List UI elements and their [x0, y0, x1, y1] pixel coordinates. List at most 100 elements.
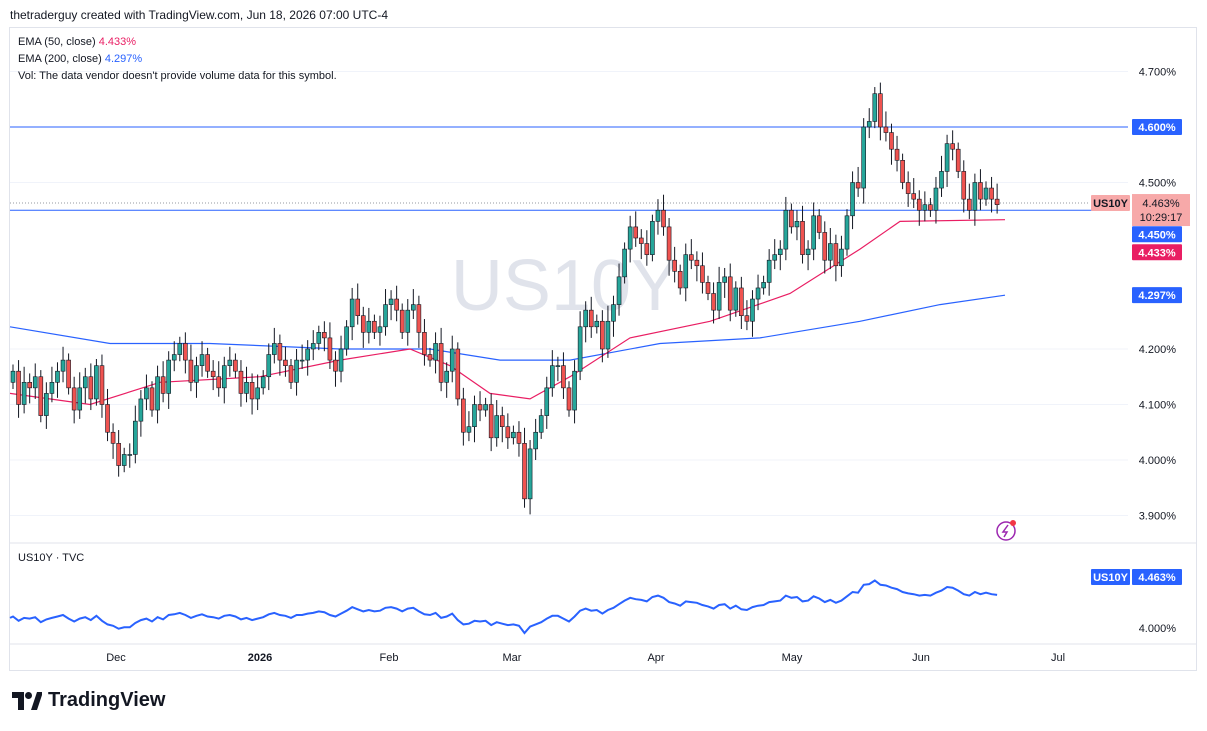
candle[interactable]: [711, 282, 716, 324]
candle[interactable]: [600, 310, 605, 363]
candle[interactable]: [77, 372, 83, 419]
candle[interactable]: [972, 173, 978, 226]
candle[interactable]: [989, 176, 994, 213]
candle[interactable]: [10, 364, 16, 389]
candle[interactable]: [188, 344, 194, 392]
candle[interactable]: [305, 340, 310, 376]
candle[interactable]: [444, 362, 449, 398]
candle[interactable]: [983, 181, 989, 206]
candle[interactable]: [405, 299, 411, 346]
candle[interactable]: [978, 169, 983, 211]
candle[interactable]: [533, 418, 538, 460]
candle[interactable]: [744, 300, 750, 331]
alert-icon[interactable]: [996, 520, 1016, 541]
ema200-line[interactable]: [9, 294, 1006, 361]
candle[interactable]: [805, 240, 811, 271]
candle[interactable]: [94, 358, 99, 406]
candle[interactable]: [594, 314, 600, 334]
candle[interactable]: [861, 118, 866, 204]
candle[interactable]: [266, 343, 272, 391]
candle[interactable]: [472, 395, 477, 443]
candle[interactable]: [955, 142, 961, 179]
candle[interactable]: [166, 351, 171, 409]
candle[interactable]: [733, 281, 739, 317]
candle[interactable]: [883, 111, 889, 142]
candle[interactable]: [994, 183, 1000, 214]
candle[interactable]: [816, 209, 822, 240]
candle[interactable]: [777, 240, 783, 271]
candle[interactable]: [233, 353, 238, 378]
candle[interactable]: [299, 344, 305, 369]
candle[interactable]: [177, 336, 183, 362]
candle[interactable]: [116, 430, 121, 477]
candle[interactable]: [377, 315, 383, 346]
candle[interactable]: [338, 335, 344, 383]
candle[interactable]: [483, 397, 488, 417]
candle[interactable]: [700, 252, 705, 294]
candle[interactable]: [916, 190, 922, 226]
candle[interactable]: [772, 239, 778, 270]
candle[interactable]: [928, 198, 933, 217]
candle[interactable]: [516, 421, 522, 457]
candle[interactable]: [588, 296, 594, 338]
candle[interactable]: [722, 267, 727, 298]
candle[interactable]: [488, 393, 494, 452]
candle[interactable]: [839, 235, 844, 277]
candle[interactable]: [739, 276, 744, 330]
candle[interactable]: [933, 176, 939, 224]
candle[interactable]: [577, 311, 583, 381]
candle[interactable]: [283, 346, 288, 377]
candle[interactable]: [288, 358, 294, 389]
candle[interactable]: [544, 376, 550, 429]
candle[interactable]: [466, 411, 472, 442]
candle[interactable]: [694, 251, 700, 282]
candle[interactable]: [705, 275, 711, 301]
candle[interactable]: [961, 160, 967, 213]
candle[interactable]: [672, 246, 677, 283]
candle[interactable]: [661, 194, 666, 236]
candle[interactable]: [561, 352, 566, 399]
candle[interactable]: [911, 178, 917, 209]
candle[interactable]: [750, 290, 755, 337]
candle[interactable]: [655, 199, 661, 235]
candle[interactable]: [522, 427, 527, 508]
candle[interactable]: [555, 356, 561, 382]
candle[interactable]: [461, 387, 466, 446]
candle[interactable]: [622, 242, 627, 284]
candle[interactable]: [372, 314, 377, 340]
candle[interactable]: [344, 320, 349, 356]
candle[interactable]: [438, 327, 444, 392]
candle[interactable]: [21, 366, 27, 414]
candle[interactable]: [121, 447, 127, 473]
candle[interactable]: [82, 367, 88, 404]
candle[interactable]: [422, 319, 427, 366]
candle[interactable]: [455, 342, 461, 406]
candle[interactable]: [967, 183, 972, 220]
candle[interactable]: [194, 356, 199, 398]
candle[interactable]: [32, 363, 38, 399]
candle[interactable]: [477, 391, 483, 422]
candle[interactable]: [260, 370, 266, 395]
candle[interactable]: [944, 134, 950, 187]
candle[interactable]: [433, 332, 438, 374]
candle[interactable]: [110, 423, 116, 459]
candle[interactable]: [66, 353, 71, 395]
candle[interactable]: [572, 360, 577, 424]
candle[interactable]: [866, 108, 872, 139]
candle[interactable]: [633, 211, 639, 247]
candle[interactable]: [133, 405, 138, 464]
candle[interactable]: [399, 303, 405, 340]
candle[interactable]: [272, 327, 277, 364]
candle[interactable]: [766, 249, 772, 296]
candle[interactable]: [38, 370, 44, 423]
candle[interactable]: [616, 263, 622, 316]
candle[interactable]: [627, 215, 633, 263]
candle[interactable]: [277, 334, 283, 376]
candle[interactable]: [394, 285, 399, 322]
candle[interactable]: [833, 234, 839, 282]
candle[interactable]: [605, 305, 611, 358]
candle[interactable]: [322, 321, 327, 352]
candle[interactable]: [199, 341, 205, 377]
candle[interactable]: [127, 443, 133, 468]
candle[interactable]: [828, 228, 833, 270]
